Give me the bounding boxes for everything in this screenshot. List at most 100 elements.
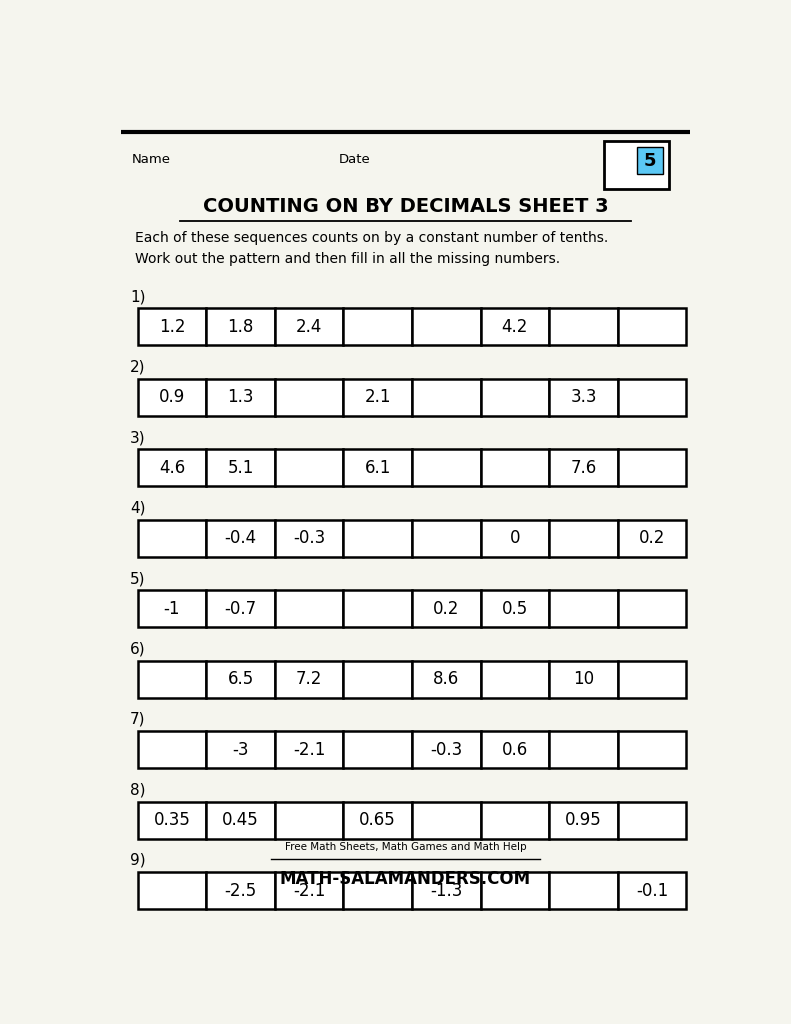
- Text: 5): 5): [130, 571, 146, 586]
- Text: 2): 2): [130, 359, 146, 375]
- Text: 3): 3): [130, 430, 146, 445]
- Text: 1.2: 1.2: [159, 317, 185, 336]
- Bar: [274, 802, 343, 839]
- Text: -2.5: -2.5: [225, 882, 256, 899]
- Bar: [274, 308, 343, 345]
- Bar: [618, 308, 687, 345]
- Text: 6.1: 6.1: [365, 459, 391, 477]
- Text: 0.5: 0.5: [501, 600, 528, 617]
- Bar: [274, 379, 343, 416]
- Text: 6.5: 6.5: [227, 670, 254, 688]
- Text: 8): 8): [130, 782, 146, 798]
- Bar: [549, 802, 618, 839]
- Bar: [274, 590, 343, 628]
- Text: -0.1: -0.1: [636, 882, 668, 899]
- Bar: [206, 590, 274, 628]
- Bar: [412, 520, 481, 557]
- Bar: [206, 731, 274, 768]
- Bar: [138, 872, 206, 909]
- Bar: [604, 141, 669, 189]
- Bar: [549, 520, 618, 557]
- Text: 5.1: 5.1: [227, 459, 254, 477]
- Bar: [343, 520, 412, 557]
- Bar: [206, 872, 274, 909]
- Text: -2.1: -2.1: [293, 740, 325, 759]
- Bar: [481, 590, 549, 628]
- Text: 0.2: 0.2: [433, 600, 460, 617]
- Bar: [618, 590, 687, 628]
- Text: Free Math Sheets, Math Games and Math Help: Free Math Sheets, Math Games and Math He…: [285, 842, 526, 852]
- Text: 0.65: 0.65: [359, 811, 396, 829]
- Bar: [549, 590, 618, 628]
- Bar: [206, 520, 274, 557]
- Text: Each of these sequences counts on by a constant number of tenths.: Each of these sequences counts on by a c…: [134, 231, 607, 246]
- Bar: [206, 308, 274, 345]
- Text: 0: 0: [509, 529, 520, 547]
- Text: 2.1: 2.1: [365, 388, 391, 407]
- Bar: [481, 872, 549, 909]
- Bar: [412, 450, 481, 486]
- Bar: [412, 379, 481, 416]
- Text: 5: 5: [644, 152, 657, 170]
- Text: 4.2: 4.2: [501, 317, 528, 336]
- Bar: [618, 450, 687, 486]
- Text: MATH-SALAMANDERS.COM: MATH-SALAMANDERS.COM: [280, 869, 531, 888]
- Bar: [138, 379, 206, 416]
- Text: 9): 9): [130, 853, 146, 868]
- Bar: [138, 731, 206, 768]
- Bar: [343, 308, 412, 345]
- Bar: [549, 660, 618, 697]
- Text: 6): 6): [130, 641, 146, 656]
- Bar: [412, 660, 481, 697]
- Bar: [274, 660, 343, 697]
- Bar: [618, 520, 687, 557]
- Bar: [412, 872, 481, 909]
- Bar: [138, 520, 206, 557]
- Bar: [138, 590, 206, 628]
- Bar: [138, 450, 206, 486]
- Bar: [549, 731, 618, 768]
- Bar: [206, 660, 274, 697]
- Text: 0.9: 0.9: [159, 388, 185, 407]
- Bar: [481, 520, 549, 557]
- Text: Work out the pattern and then fill in all the missing numbers.: Work out the pattern and then fill in al…: [134, 252, 560, 266]
- Text: 7.2: 7.2: [296, 670, 322, 688]
- Text: Date: Date: [339, 153, 371, 166]
- Text: 1.8: 1.8: [227, 317, 254, 336]
- Text: 10: 10: [573, 670, 594, 688]
- Text: 0.45: 0.45: [222, 811, 259, 829]
- Bar: [481, 450, 549, 486]
- Text: 3.3: 3.3: [570, 388, 596, 407]
- Text: -0.7: -0.7: [225, 600, 256, 617]
- Bar: [343, 450, 412, 486]
- Bar: [412, 308, 481, 345]
- Bar: [618, 379, 687, 416]
- Text: 4.6: 4.6: [159, 459, 185, 477]
- Text: 0.2: 0.2: [639, 529, 665, 547]
- Bar: [343, 802, 412, 839]
- Text: -0.4: -0.4: [225, 529, 256, 547]
- Bar: [618, 731, 687, 768]
- Text: -3: -3: [233, 740, 248, 759]
- Bar: [343, 379, 412, 416]
- Bar: [618, 802, 687, 839]
- Bar: [549, 308, 618, 345]
- Text: -0.3: -0.3: [430, 740, 463, 759]
- Bar: [618, 660, 687, 697]
- Bar: [481, 802, 549, 839]
- Text: 4): 4): [130, 501, 146, 515]
- Bar: [618, 872, 687, 909]
- Text: -1: -1: [164, 600, 180, 617]
- Bar: [481, 731, 549, 768]
- Text: COUNTING ON BY DECIMALS SHEET 3: COUNTING ON BY DECIMALS SHEET 3: [202, 197, 608, 216]
- Text: 7): 7): [130, 712, 146, 727]
- Text: 1): 1): [130, 289, 146, 304]
- Bar: [481, 660, 549, 697]
- Text: 0.95: 0.95: [565, 811, 602, 829]
- Bar: [343, 872, 412, 909]
- Bar: [412, 802, 481, 839]
- Text: Name: Name: [131, 153, 170, 166]
- Bar: [412, 731, 481, 768]
- Bar: [481, 379, 549, 416]
- Bar: [274, 872, 343, 909]
